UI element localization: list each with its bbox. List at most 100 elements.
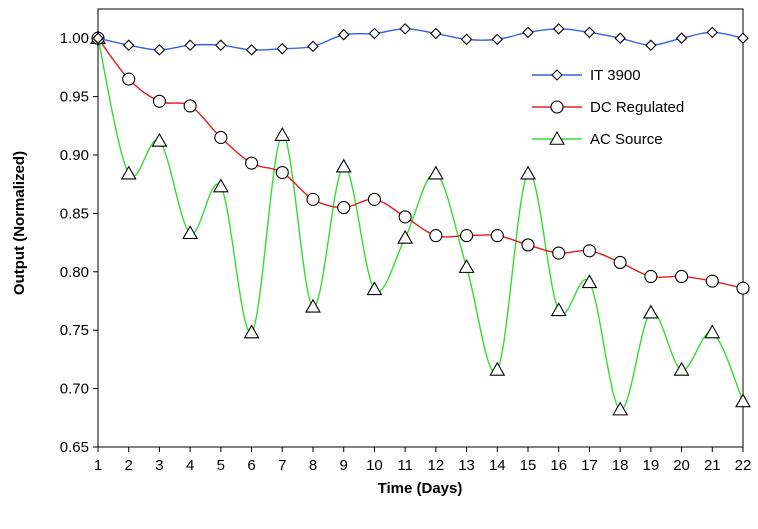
- data-point-dc-regulated: [491, 230, 503, 242]
- data-point-it-3900: [247, 45, 257, 55]
- data-point-it-3900: [615, 33, 625, 43]
- data-point-ac-source: [460, 260, 474, 272]
- data-point-it-3900: [707, 27, 717, 37]
- data-point-dc-regulated: [583, 245, 595, 257]
- data-point-it-3900: [492, 34, 502, 44]
- data-point-ac-source: [275, 128, 289, 140]
- data-point-dc-regulated: [614, 256, 626, 268]
- data-point-it-3900: [277, 44, 287, 54]
- y-tick-label: 0.90: [60, 147, 89, 164]
- data-point-ac-source: [552, 303, 566, 315]
- x-tick-label: 1: [94, 457, 102, 474]
- data-point-it-3900: [369, 29, 379, 39]
- series-line-dc-regulated: [98, 38, 743, 288]
- series-ac-source: [91, 31, 750, 415]
- series-dc-regulated: [92, 32, 749, 294]
- series-line-it-3900: [98, 29, 743, 50]
- data-point-dc-regulated: [184, 100, 196, 112]
- x-tick-label: 19: [643, 457, 660, 474]
- data-point-dc-regulated: [430, 230, 442, 242]
- data-point-it-3900: [339, 30, 349, 40]
- series-line-ac-source: [98, 38, 743, 410]
- data-point-dc-regulated: [338, 202, 350, 214]
- data-point-ac-source: [367, 282, 381, 294]
- data-point-ac-source: [122, 167, 136, 179]
- y-tick-label: 0.65: [60, 439, 89, 456]
- x-axis-title: Time (Days): [378, 480, 463, 497]
- x-tick-label: 21: [704, 457, 721, 474]
- data-point-ac-source: [644, 306, 658, 318]
- x-tick-label: 16: [550, 457, 567, 474]
- data-point-dc-regulated: [399, 211, 411, 223]
- legend-label-dc-regulated: DC Regulated: [590, 99, 684, 116]
- x-tick-label: 14: [489, 457, 506, 474]
- data-point-it-3900: [523, 27, 533, 37]
- data-point-it-3900: [677, 33, 687, 43]
- series-layer: [91, 24, 750, 415]
- data-point-it-3900: [584, 27, 594, 37]
- data-point-ac-source: [429, 167, 443, 179]
- x-tick-label: 13: [458, 457, 475, 474]
- x-tick-label: 18: [612, 457, 629, 474]
- y-tick-label: 0.80: [60, 264, 89, 281]
- legend-label-ac-source: AC Source: [590, 131, 663, 148]
- legend: IT 3900 DC Regulated AC Source: [532, 67, 684, 148]
- x-tick-label: 17: [581, 457, 598, 474]
- y-axis-title: Output (Normalized): [11, 151, 28, 295]
- data-point-it-3900: [554, 24, 564, 34]
- data-point-ac-source: [705, 326, 719, 338]
- data-point-it-3900: [462, 34, 472, 44]
- data-point-it-3900: [154, 45, 164, 55]
- legend-label-it-3900: IT 3900: [590, 67, 641, 84]
- data-point-it-3900: [646, 40, 656, 50]
- legend-item-ac-source: AC Source: [532, 131, 663, 148]
- data-point-it-3900: [308, 41, 318, 51]
- data-point-ac-source: [490, 363, 504, 375]
- x-tick-label: 15: [520, 457, 537, 474]
- legend-marker-ac-source: [550, 132, 564, 144]
- x-tick-label: 7: [278, 457, 286, 474]
- legend-item-it-3900: IT 3900: [532, 67, 641, 84]
- data-point-dc-regulated: [153, 95, 165, 107]
- x-tick-label: 12: [428, 457, 445, 474]
- data-point-dc-regulated: [645, 270, 657, 282]
- data-point-it-3900: [185, 40, 195, 50]
- data-point-ac-source: [582, 275, 596, 287]
- data-point-dc-regulated: [215, 131, 227, 143]
- data-point-dc-regulated: [307, 193, 319, 205]
- data-point-ac-source: [521, 167, 535, 179]
- y-tick-label: 0.85: [60, 205, 89, 222]
- data-point-ac-source: [337, 160, 351, 172]
- data-point-it-3900: [400, 24, 410, 34]
- x-tick-label: 5: [217, 457, 225, 474]
- x-tick-label: 3: [155, 457, 163, 474]
- data-point-it-3900: [431, 29, 441, 39]
- y-tick-label: 0.75: [60, 322, 89, 339]
- data-point-dc-regulated: [123, 73, 135, 85]
- x-tick-label: 9: [340, 457, 348, 474]
- x-tick-label: 8: [309, 457, 317, 474]
- x-tick-label: 11: [397, 457, 413, 474]
- data-point-ac-source: [736, 394, 750, 406]
- data-point-it-3900: [124, 40, 134, 50]
- data-point-dc-regulated: [246, 157, 258, 169]
- data-point-dc-regulated: [368, 193, 380, 205]
- legend-item-dc-regulated: DC Regulated: [532, 99, 684, 116]
- x-tick-label: 20: [673, 457, 690, 474]
- data-point-dc-regulated: [461, 230, 473, 242]
- x-tick-label: 6: [247, 457, 255, 474]
- data-point-it-3900: [738, 33, 748, 43]
- y-tick-label: 0.70: [60, 381, 89, 398]
- data-point-dc-regulated: [676, 270, 688, 282]
- y-tick-label: 1.00: [60, 30, 89, 47]
- data-point-ac-source: [214, 180, 228, 192]
- data-point-ac-source: [306, 300, 320, 312]
- data-point-dc-regulated: [706, 275, 718, 287]
- x-tick-label: 22: [735, 457, 752, 474]
- data-point-dc-regulated: [553, 247, 565, 259]
- series-it-3900: [93, 24, 748, 55]
- data-point-dc-regulated: [737, 282, 749, 294]
- legend-marker-dc-regulated: [551, 101, 563, 113]
